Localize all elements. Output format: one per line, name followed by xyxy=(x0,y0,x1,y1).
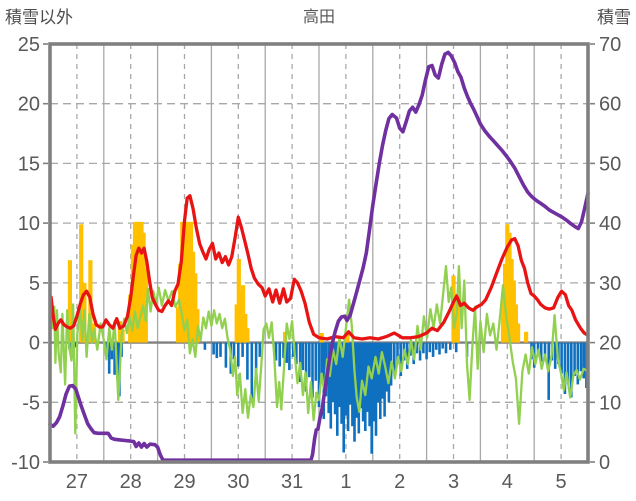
right-axis-title: 積雪 xyxy=(597,8,631,27)
left-axis-tick: 0 xyxy=(29,333,40,355)
x-axis-tick: 27 xyxy=(66,471,88,493)
right-axis-tick: 30 xyxy=(599,273,621,295)
right-axis-ticks: 70 60 50 40 30 20 10 0 xyxy=(590,34,621,474)
purple-snow-line xyxy=(48,50,590,463)
right-axis-tick: 70 xyxy=(599,34,621,56)
left-axis-tick: 15 xyxy=(18,153,40,175)
x-axis-tick: 2 xyxy=(394,471,405,493)
left-axis-tick: 5 xyxy=(29,273,40,295)
right-axis-tick: 60 xyxy=(599,94,621,116)
left-axis-tick: -5 xyxy=(22,392,40,414)
x-axis-tick: 1 xyxy=(340,471,351,493)
red-line xyxy=(49,194,590,341)
left-axis-tick: 20 xyxy=(18,94,40,116)
left-axis-tick: -10 xyxy=(11,452,40,474)
left-axis-tick: 25 xyxy=(18,34,40,56)
chart-title: 高田 xyxy=(302,9,335,26)
x-axis-tick: 3 xyxy=(448,471,459,493)
x-axis-tick: 5 xyxy=(556,471,567,493)
plot-border xyxy=(48,42,590,464)
right-axis-tick: 40 xyxy=(599,213,621,235)
left-axis-title: 積雪以外 xyxy=(5,8,73,27)
green-line xyxy=(49,264,590,435)
right-axis-tick: 0 xyxy=(599,452,610,474)
x-axis-tick: 28 xyxy=(120,471,142,493)
x-axis-tick: 29 xyxy=(173,471,195,493)
right-axis-tick: 50 xyxy=(599,153,621,175)
x-axis-tick: 31 xyxy=(281,471,303,493)
left-axis-ticks: 25 20 15 10 5 0 -5 -10 xyxy=(11,34,48,474)
right-axis-tick: 10 xyxy=(599,392,621,414)
x-axis-tick: 30 xyxy=(227,471,249,493)
blue-bars xyxy=(68,342,588,454)
x-axis-tick: 4 xyxy=(502,471,513,493)
right-axis-tick: 20 xyxy=(599,333,621,355)
x-axis-ticks: 27 28 29 30 31 1 2 3 4 5 xyxy=(66,471,567,493)
left-axis-tick: 10 xyxy=(18,213,40,235)
